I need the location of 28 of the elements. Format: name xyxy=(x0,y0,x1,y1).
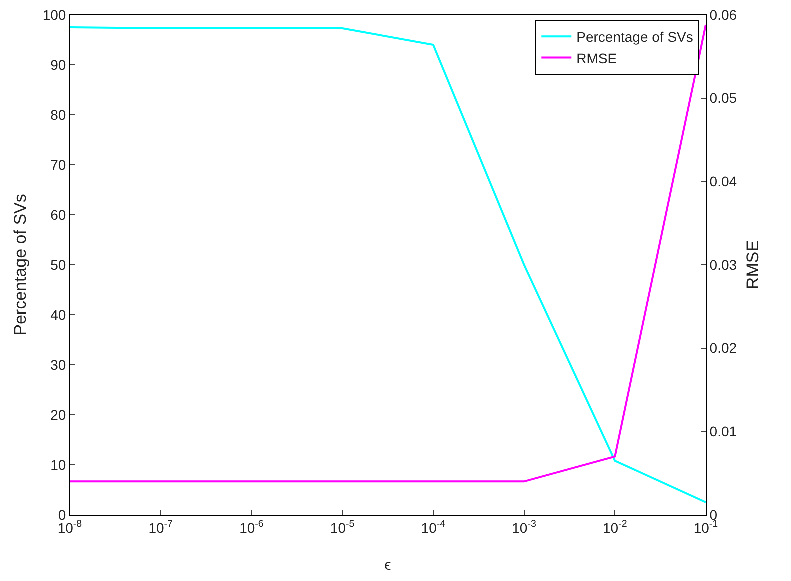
x-tick-label: 10$^{-3}$ xyxy=(512,518,537,536)
y-tick-label: 60 xyxy=(50,206,66,223)
legend-label: Percentage of SVs xyxy=(576,29,694,46)
y-tick-label: 70 xyxy=(50,156,66,173)
y-tick-label: 20 xyxy=(50,406,66,423)
y2-tick-label: 0.03 xyxy=(710,256,738,273)
y2-tick-label: 0.02 xyxy=(710,340,738,356)
y-tick-label: 10 xyxy=(50,456,66,473)
y-tick-label: 90 xyxy=(50,56,66,73)
x-tick-label: 10$^{-2}$ xyxy=(602,518,628,536)
x-axis-title: ϵ xyxy=(384,557,392,574)
y2-tick-label: 0.01 xyxy=(710,424,738,440)
x-tick-label: 10$^{-6}$ xyxy=(240,518,264,536)
y2-axis-title: RMSE xyxy=(744,240,762,290)
y-tick-label: 50 xyxy=(50,256,66,273)
y2-tick-label: 0.04 xyxy=(710,174,738,190)
y-tick-label: 80 xyxy=(50,106,66,123)
y2-tick-label: 0.06 xyxy=(710,6,738,23)
x-tick-label: 10$^{-4}$ xyxy=(421,518,446,536)
x-tick-label: 10$^{-7}$ xyxy=(148,518,174,536)
y-axis-title: Percentage of SVs xyxy=(11,194,30,336)
y-tick-label: 100 xyxy=(42,6,66,23)
x-tick-label: 10$^{-1}$ xyxy=(694,518,718,536)
y-tick-label: 30 xyxy=(50,356,66,373)
y-tick-label: 40 xyxy=(50,306,66,323)
legend-label: RMSE xyxy=(576,50,618,66)
y2-tick-label: 0.05 xyxy=(710,90,738,106)
x-tick-label: 10$^{-5}$ xyxy=(330,518,356,536)
